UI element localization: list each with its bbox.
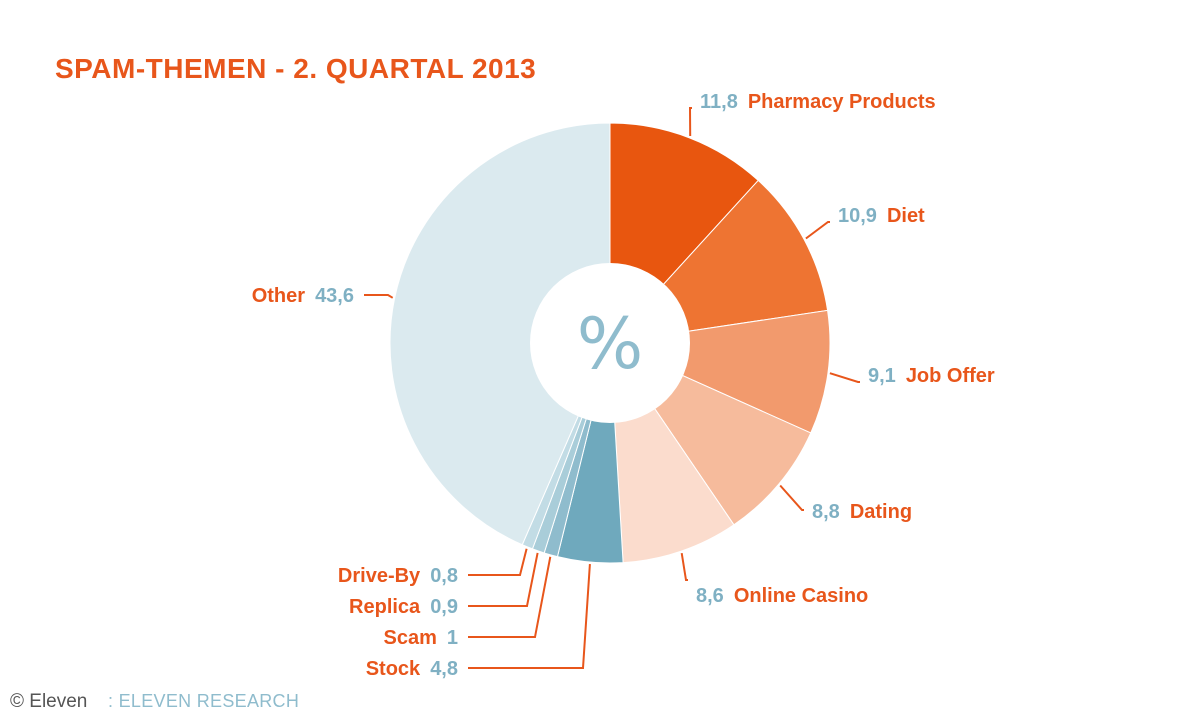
slice-label-drive-by: Drive-By 0,8 bbox=[338, 565, 458, 587]
leader-line-diet bbox=[805, 221, 830, 240]
source-credit: : ELEVEN RESEARCH bbox=[108, 691, 299, 711]
leader-line-stock bbox=[468, 564, 591, 669]
slice-label-pharmacy-products: 11,8 Pharmacy Products bbox=[700, 91, 936, 113]
slice-value: 0,9 bbox=[430, 596, 458, 618]
slice-label-diet: 10,9 Diet bbox=[838, 205, 925, 227]
leader-line-scam bbox=[468, 556, 552, 638]
slice-value: 10,9 bbox=[838, 205, 877, 227]
chart-title: SPAM-THEMEN - 2. QUARTAL 2013 bbox=[55, 53, 536, 84]
slice-value: 4,8 bbox=[430, 658, 458, 680]
slice-value: 43,6 bbox=[315, 285, 354, 307]
slice-value: 0,8 bbox=[430, 565, 458, 587]
slice-label-stock: Stock 4,8 bbox=[366, 658, 458, 680]
slice-name: Other bbox=[252, 285, 306, 307]
slice-name: Dating bbox=[850, 501, 912, 523]
leader-line-replica bbox=[468, 552, 539, 607]
slice-value: 11,8 bbox=[700, 91, 738, 113]
copyright-credit: © Eleven bbox=[10, 691, 87, 712]
leader-line-dating bbox=[779, 484, 804, 511]
slice-label-scam: Scam 1 bbox=[384, 627, 459, 649]
slice-label-dating: 8,8 Dating bbox=[812, 501, 912, 523]
slice-label-other: Other 43,6 bbox=[252, 285, 354, 307]
leader-line-online-casino bbox=[680, 552, 688, 581]
slice-label-online-casino: 8,6 Online Casino bbox=[696, 585, 868, 607]
slice-value: 9,1 bbox=[868, 365, 896, 387]
slice-label-replica: Replica 0,9 bbox=[349, 596, 458, 618]
slice-value: 8,6 bbox=[696, 585, 724, 607]
slice-name: Diet bbox=[887, 205, 925, 227]
leader-lines bbox=[364, 107, 860, 669]
slice-value: 1 bbox=[447, 627, 458, 649]
slice-label-job-offer: 9,1 Job Offer bbox=[868, 365, 995, 387]
slice-name: Pharmacy Products bbox=[748, 91, 936, 113]
slice-name: Scam bbox=[384, 627, 437, 649]
leader-line-pharmacy-products bbox=[688, 107, 692, 137]
slice-name: Job Offer bbox=[906, 365, 995, 387]
leader-line-drive-by bbox=[468, 548, 528, 576]
donut-hole bbox=[530, 263, 690, 423]
leader-line-other bbox=[364, 294, 394, 299]
slice-name: Online Casino bbox=[734, 585, 868, 607]
slice-name: Stock bbox=[366, 658, 421, 680]
pie-slice-other bbox=[389, 122, 611, 546]
slice-value: 8,8 bbox=[812, 501, 840, 523]
slice-name: Drive-By bbox=[338, 565, 421, 587]
center-percent-label: % bbox=[577, 303, 644, 385]
slice-name: Replica bbox=[349, 596, 421, 618]
leader-line-job-offer bbox=[829, 372, 860, 383]
